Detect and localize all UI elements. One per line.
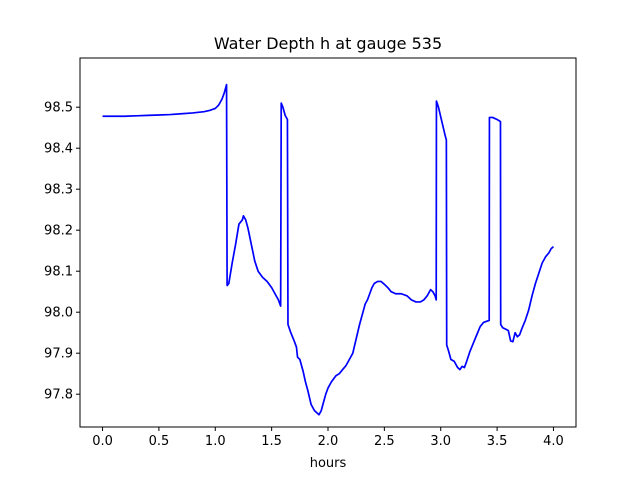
y-tick-label: 97.8 — [44, 388, 73, 403]
x-tick-label: 2.0 — [318, 434, 339, 449]
x-tick-label: 4.0 — [543, 434, 564, 449]
x-tick-label: 0.5 — [149, 434, 170, 449]
x-tick-label: 0.0 — [92, 434, 113, 449]
x-axis-label: hours — [310, 456, 347, 471]
y-tick-label: 98.2 — [44, 224, 73, 239]
series-layer — [102, 83, 555, 416]
x-tick-label: 3.5 — [487, 434, 508, 449]
x-tick-label: 2.5 — [374, 434, 395, 449]
x-tick-label: 1.5 — [261, 434, 282, 449]
y-tick-label: 97.9 — [44, 347, 73, 362]
x-tick-label: 1.0 — [205, 434, 226, 449]
y-tick-label: 98.5 — [44, 101, 73, 116]
y-tick-label: 98.3 — [44, 183, 73, 198]
chart-title: Water Depth h at gauge 535 — [214, 34, 442, 53]
y-tick-label: 98.4 — [44, 142, 73, 157]
plot-area-frame — [79, 57, 577, 428]
y-tick-label: 98.1 — [44, 265, 73, 280]
x-axis: 0.0 0.5 1.0 1.5 2.0 2.5 3.0 3.5 4.0 — [92, 427, 564, 449]
y-axis: 97.8 97.9 98.0 98.1 98.2 98.3 98.4 98.5 — [44, 101, 80, 403]
y-tick-label: 98.0 — [44, 306, 73, 321]
series-line — [102, 83, 555, 416]
x-tick-label: 3.0 — [430, 434, 451, 449]
